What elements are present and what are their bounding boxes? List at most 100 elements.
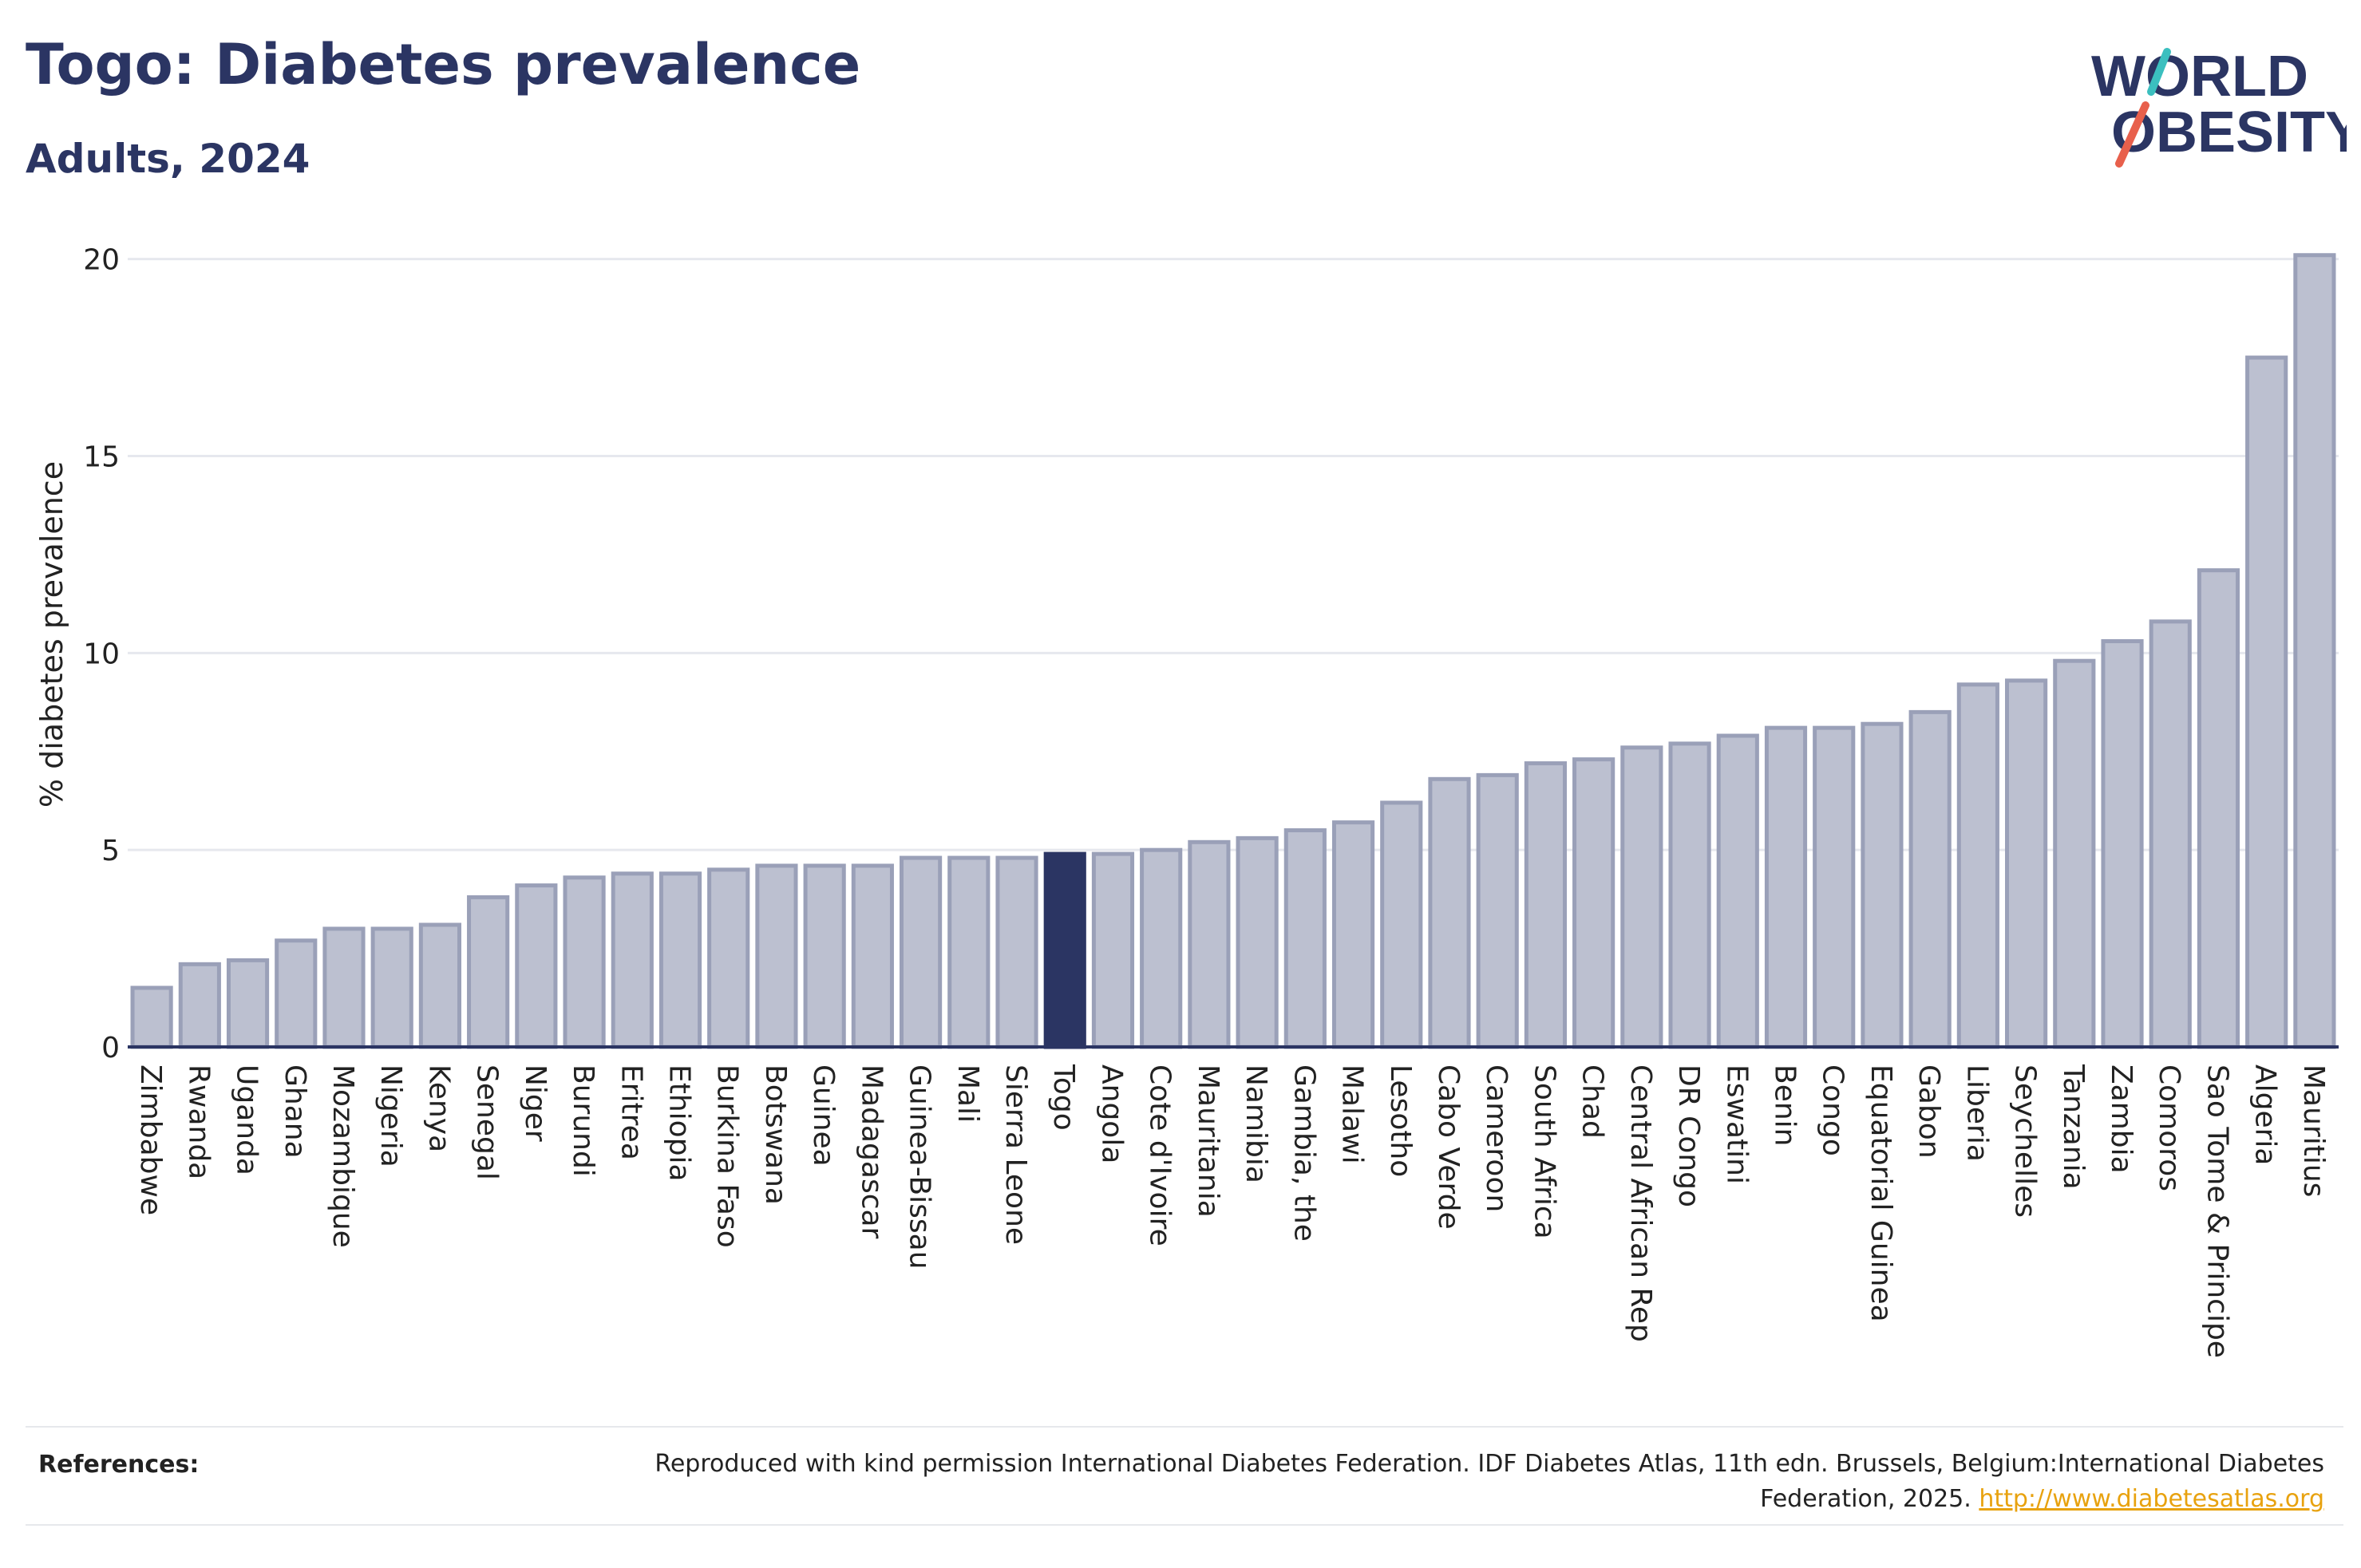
x-tick-label: Togo [1047, 1064, 1080, 1131]
references-link[interactable]: http://www.diabetesatlas.org [1979, 1485, 2324, 1513]
bar-cabo-verde [1428, 776, 1471, 1049]
bar-south-africa [1524, 761, 1567, 1049]
x-tick-label: Rwanda [182, 1064, 215, 1179]
x-tick-label: Angola [1095, 1064, 1128, 1163]
bar-sao-tome-principe [2197, 568, 2240, 1049]
tick-labels: 0 5 10 15 20 Zimbabwe Rwanda Uganda Ghana Mozambi… [83, 244, 2330, 1358]
bar-algeria [2245, 355, 2288, 1049]
x-tick-label: Comoros [2153, 1064, 2185, 1191]
logo-text-world: WORLD [2091, 45, 2308, 109]
x-tick-label: Malawi [1336, 1064, 1369, 1164]
bar-liberia [1956, 682, 1999, 1049]
bar-eswatini [1716, 733, 1759, 1049]
bar-nigeria [370, 926, 413, 1049]
x-tick-label: Mali [951, 1064, 984, 1123]
bar-equatorial-guinea [1861, 721, 1904, 1049]
bar-burkina-faso [707, 867, 750, 1049]
page-title: Togo: Diabetes prevalence [26, 32, 861, 97]
x-tick-label: Tanzania [2057, 1064, 2090, 1190]
x-tick-label: DR Congo [1672, 1064, 1705, 1207]
bar-gabon [1908, 709, 1952, 1049]
bar-rwanda [178, 962, 221, 1049]
y-tick-label: 20 [83, 244, 120, 277]
x-tick-label: Ghana [279, 1064, 311, 1159]
bar-gambia-the [1283, 827, 1327, 1049]
x-tick-label: Seychelles [2009, 1064, 2042, 1218]
x-tick-label: Sao Tome & Principe [2201, 1064, 2233, 1358]
references-divider-top [26, 1426, 2343, 1428]
logo-text-obesity: OBESITY [2111, 101, 2347, 164]
bar-mauritania [1188, 839, 1231, 1049]
x-tick-label: Uganda [231, 1064, 263, 1175]
bar-zambia [2101, 639, 2144, 1049]
bar-malawi [1331, 820, 1375, 1049]
x-tick-label: South Africa [1528, 1064, 1560, 1239]
bar-cameroon [1476, 772, 1519, 1049]
bar-dr-congo [1668, 741, 1711, 1049]
bar-central-african-rep [1620, 745, 1663, 1049]
x-tick-label: Madagascar [855, 1064, 888, 1239]
bar-ghana [275, 938, 318, 1049]
page-subtitle: Adults, 2024 [26, 136, 310, 182]
references-citation: Reproduced with kind permission Internat… [655, 1450, 2324, 1513]
x-tick-label: Burundi [567, 1064, 599, 1177]
bar-angola [1091, 851, 1135, 1049]
y-axis-label: % diabetes prevalence [34, 461, 69, 808]
bar-mauritius [2293, 253, 2336, 1049]
bar-sierra-leone [995, 855, 1038, 1049]
x-tick-label: Benin [1769, 1064, 1801, 1146]
bar-benin [1764, 725, 1808, 1049]
x-tick-label: Cote d'Ivoire [1144, 1064, 1177, 1246]
x-tick-label: Algeria [2249, 1064, 2282, 1166]
x-tick-label: Burkina Faso [711, 1064, 744, 1248]
bar-niger [515, 883, 558, 1049]
bar-eritrea [611, 871, 654, 1049]
x-tick-label: Niger [519, 1064, 552, 1142]
x-tick-label: Liberia [1960, 1064, 1993, 1162]
bar-namibia [1236, 835, 1279, 1049]
bar-togo [1043, 851, 1086, 1049]
bar-uganda [226, 958, 270, 1049]
x-tick-label: Sierra Leone [999, 1064, 1032, 1245]
x-tick-label: Zimbabwe [134, 1064, 167, 1215]
x-tick-label: Ethiopia [663, 1064, 696, 1182]
y-tick-label: 5 [101, 835, 120, 867]
x-tick-label: Mauritania [1192, 1064, 1224, 1218]
x-tick-label: Central African Rep [1624, 1064, 1657, 1342]
bar-botswana [755, 863, 798, 1049]
bar-burundi [563, 875, 606, 1049]
x-tick-label: Lesotho [1384, 1064, 1417, 1177]
bar-cote-d-ivoire [1140, 847, 1183, 1049]
x-tick-label: Namibia [1240, 1064, 1272, 1183]
logo-slash-coral [2115, 101, 2149, 168]
bar-tanzania [2053, 658, 2096, 1049]
x-tick-label: Botswana [759, 1064, 792, 1205]
bars [130, 253, 2336, 1049]
bar-congo [1813, 725, 1856, 1049]
x-tick-label: Nigeria [374, 1064, 407, 1167]
bar-guinea [803, 863, 846, 1049]
y-tick-label: 15 [83, 441, 120, 474]
bar-ethiopia [658, 871, 702, 1049]
references-label: References: [38, 1451, 200, 1479]
x-tick-label: Equatorial Guinea [1865, 1064, 1897, 1322]
bar-comoros [2149, 619, 2192, 1049]
bar-senegal [467, 895, 510, 1049]
x-tick-label: Eswatini [1720, 1064, 1753, 1184]
world-obesity-logo: WORLD OBESITY [2091, 45, 2347, 168]
bar-seychelles [2005, 678, 2048, 1049]
x-tick-label: Kenya [422, 1064, 455, 1152]
x-tick-label: Guinea-Bissau [904, 1064, 936, 1270]
y-tick-label: 0 [101, 1032, 120, 1064]
x-tick-label: Chad [1576, 1064, 1609, 1139]
bar-chad [1572, 757, 1616, 1049]
x-tick-label: Gabon [1912, 1064, 1945, 1159]
bar-guinea-bissau [900, 855, 943, 1049]
bar-kenya [418, 922, 462, 1049]
bar-lesotho [1380, 800, 1423, 1049]
x-tick-label: Mozambique [326, 1064, 359, 1248]
x-tick-label: Eritrea [615, 1064, 647, 1160]
x-tick-label: Cabo Verde [1432, 1064, 1465, 1230]
bar-mozambique [322, 926, 366, 1049]
x-tick-label: Zambia [2105, 1064, 2138, 1174]
